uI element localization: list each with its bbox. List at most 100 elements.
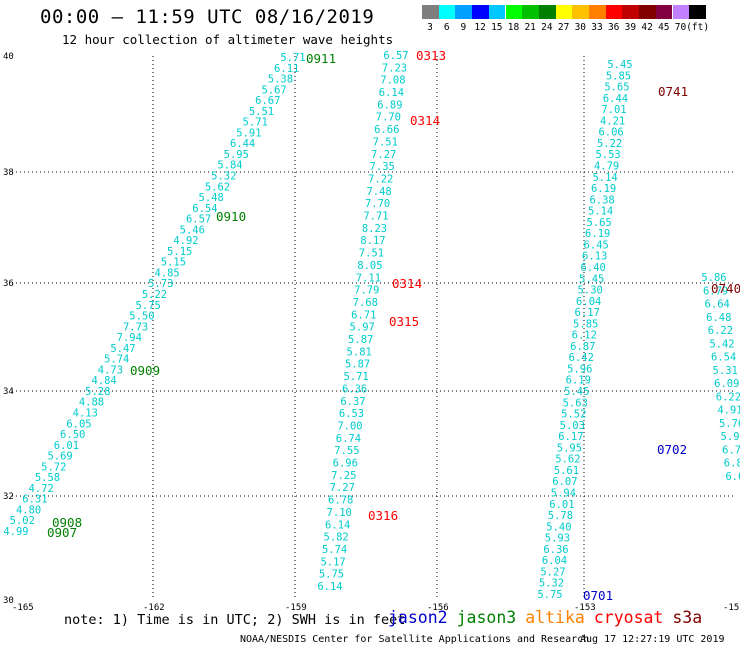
swh-value: 7.25 [331,470,356,482]
swh-value: 6.54 [711,352,736,364]
lon-tick-label: -159 [285,603,307,610]
swh-value: 5.67 [261,84,286,96]
colorbar-swatch [572,5,589,19]
swh-value: 7.94 [117,332,142,344]
swh-value: 6.57 [186,214,211,226]
colorbar-swatch [689,5,706,19]
swh-value: 4.88 [79,397,104,409]
swh-value: 7.48 [366,186,391,198]
swh-value: 6.44 [230,138,255,150]
mission-jason3: jason3 [456,608,517,627]
pass-time-label: 0909 [130,363,160,378]
swh-value: 7.73 [123,321,148,333]
colorbar-label: 12 [474,22,486,33]
colorbar-swatch [505,5,523,19]
colorbar-swatch [438,5,456,19]
pass-time-label: 0315 [389,314,419,329]
swh-value: 5.87 [348,334,373,346]
swh-value: 7.68 [353,297,378,309]
swh-value: 6.45 [584,239,609,251]
swh-value: 7.35 [370,161,395,173]
colorbar-label: 3 [427,22,433,33]
swh-value: 6.36 [543,544,568,556]
altimeter-tracks: 5.716.115.385.676.675.515.715.916.445.95… [3,50,740,601]
lat-tick-label: 36 [3,279,14,289]
swh-value: 4.13 [73,408,98,420]
swh-value: 7.01 [601,104,626,116]
swh-value: 5.94 [551,488,576,500]
swh-value: 5.22 [597,138,622,150]
swh-value: 5.62 [555,454,580,466]
swh-value: 6.42 [569,352,594,364]
map-title: 00:00 – 11:59 UTC 08/16/2019 [40,6,375,28]
pass-time-label: 0910 [216,209,246,224]
pass-time-label: 0701 [583,588,613,603]
colorbar-swatch [622,5,640,19]
swh-value: 5.82 [323,532,348,544]
swh-value: 5.31 [713,365,738,377]
track-jason3-a: 5.716.115.385.676.675.515.715.916.445.95… [3,52,305,538]
swh-value: 5.87 [345,359,370,371]
colorbar-swatch [672,5,690,19]
swh-value: 7.70 [376,112,401,124]
swh-value: 6.12 [572,330,597,342]
lat-tick-label: 30 [3,596,14,606]
swh-value: 5.02 [10,515,35,527]
colorbar-swatch [538,5,556,19]
colorbar-swatch [589,5,606,19]
colorbar-swatch [655,5,673,19]
swh-value: 5.85 [606,70,631,82]
swh-value: 5.47 [110,343,135,355]
swh-value: 6.50 [60,429,85,441]
swh-value: 6.67 [255,95,280,107]
pass-time-label: 0911 [306,51,336,66]
swh-value: 5.14 [588,206,613,218]
mission-altika: altika [525,608,585,627]
pass-time-label: 0908 [52,515,82,530]
swh-value: 5.14 [592,172,617,184]
swh-value: 5.72 [41,461,66,473]
swh-value: 6.54 [192,203,217,215]
swh-value: 5.74 [104,354,129,366]
swh-value: 4.84 [91,375,116,387]
swh-value: 6.11 [274,63,299,75]
pass-time-label: 0741 [658,84,688,99]
colorbar-label: 27 [557,22,570,33]
swh-value: 5.50 [129,311,154,323]
swh-value: 7.55 [334,445,359,457]
swh-value: 6.87 [570,341,595,353]
colorbar-swatch [455,5,473,19]
swh-value: 6.17 [575,307,600,319]
swh-value: 5.75 [537,589,562,601]
colorbar-label: 18 [507,22,520,33]
swh-value: 6.53 [339,408,364,420]
swh-value: 6.01 [549,499,574,511]
swh-value: 5.81 [347,346,372,358]
pass-time-label: 0313 [416,48,446,63]
swh-value: 5.61 [554,465,579,477]
swh-value: 5.95 [224,149,249,161]
colorbar-swatch [522,5,539,19]
mission-legend: jason2 jason3 altika cryosat s3a [388,608,711,627]
swh-value: 6.04 [576,296,601,308]
swh-value: 6.79 [703,285,728,297]
colorbar-label: 21 [524,22,536,33]
swh-value: 6.05 [66,418,91,430]
swh-value: 5.15 [167,246,192,258]
swh-value: 5.85 [573,318,598,330]
swh-value: 5.75 [136,300,161,312]
swh-value: 7.51 [359,248,384,260]
credit-line: NOAA/NESDIS Center for Satellite Applica… [240,634,590,645]
swh-value: 5.32 [539,578,564,590]
colorbar-swatch [555,5,573,19]
swh-value: 6.74 [336,433,361,445]
swh-value: 5.53 [595,149,620,161]
swh-value: 7.08 [380,75,405,87]
swh-value: 6.68 [725,471,740,483]
swh-value: 5.71 [280,52,305,64]
swh-value: 5.71 [343,371,368,383]
swh-value: 5.38 [268,74,293,86]
swh-value: 6.22 [708,325,733,337]
swh-value: 5.27 [540,566,565,578]
